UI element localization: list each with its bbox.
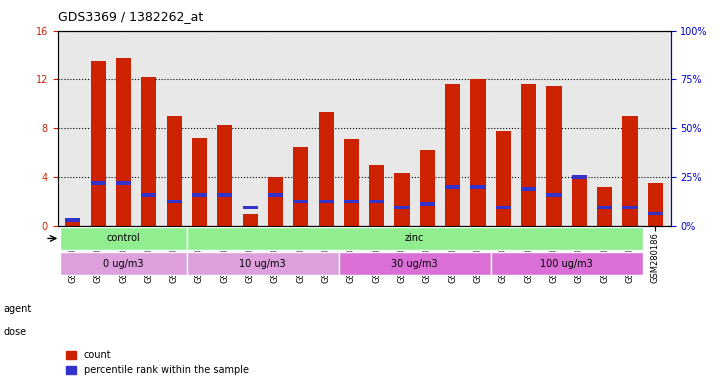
Bar	[217, 124, 232, 226]
Bar	[141, 194, 156, 197]
FancyBboxPatch shape	[187, 227, 642, 250]
Bar	[471, 185, 486, 189]
FancyBboxPatch shape	[491, 252, 642, 275]
Bar	[66, 218, 81, 222]
Text: 100 ug/m3: 100 ug/m3	[540, 259, 593, 269]
Bar	[647, 183, 663, 226]
FancyBboxPatch shape	[187, 252, 339, 275]
Bar	[167, 200, 182, 203]
Bar	[116, 58, 131, 226]
Bar	[521, 187, 536, 191]
Bar	[91, 181, 106, 185]
FancyBboxPatch shape	[61, 252, 187, 275]
Bar	[445, 185, 460, 189]
Bar	[572, 177, 587, 226]
Bar	[293, 147, 309, 226]
Bar	[192, 194, 207, 197]
Bar	[268, 177, 283, 226]
Legend: count, percentile rank within the sample: count, percentile rank within the sample	[63, 346, 253, 379]
Bar	[622, 116, 637, 226]
Bar	[420, 202, 435, 206]
Text: dose: dose	[4, 327, 27, 337]
Text: zinc: zinc	[405, 233, 425, 243]
Bar	[394, 173, 410, 226]
Bar	[116, 181, 131, 185]
Text: agent: agent	[4, 304, 32, 314]
Bar	[369, 200, 384, 203]
Bar	[217, 194, 232, 197]
Text: 0 ug/m3: 0 ug/m3	[103, 259, 143, 269]
Bar	[66, 222, 81, 226]
Bar	[647, 212, 663, 215]
Bar	[547, 194, 562, 197]
Bar	[344, 139, 359, 226]
Bar	[141, 77, 156, 226]
Bar	[394, 206, 410, 209]
Text: 10 ug/m3: 10 ug/m3	[239, 259, 286, 269]
Bar	[344, 200, 359, 203]
Bar	[369, 165, 384, 226]
Text: GDS3369 / 1382262_at: GDS3369 / 1382262_at	[58, 10, 203, 23]
Bar	[242, 206, 257, 209]
Bar	[547, 86, 562, 226]
Text: 30 ug/m3: 30 ug/m3	[392, 259, 438, 269]
Bar	[167, 116, 182, 226]
Bar	[91, 61, 106, 226]
Bar	[597, 187, 612, 226]
Bar	[192, 138, 207, 226]
FancyBboxPatch shape	[339, 252, 491, 275]
Bar	[268, 194, 283, 197]
FancyBboxPatch shape	[61, 227, 187, 250]
Bar	[471, 79, 486, 226]
Bar	[622, 206, 637, 209]
Bar	[319, 113, 334, 226]
Bar	[521, 84, 536, 226]
Bar	[445, 84, 460, 226]
Bar	[496, 206, 511, 209]
Bar	[420, 150, 435, 226]
Bar	[496, 131, 511, 226]
Bar	[293, 200, 309, 203]
Text: control: control	[107, 233, 141, 243]
Bar	[319, 200, 334, 203]
Bar	[242, 214, 257, 226]
Bar	[597, 206, 612, 209]
Bar	[572, 175, 587, 179]
